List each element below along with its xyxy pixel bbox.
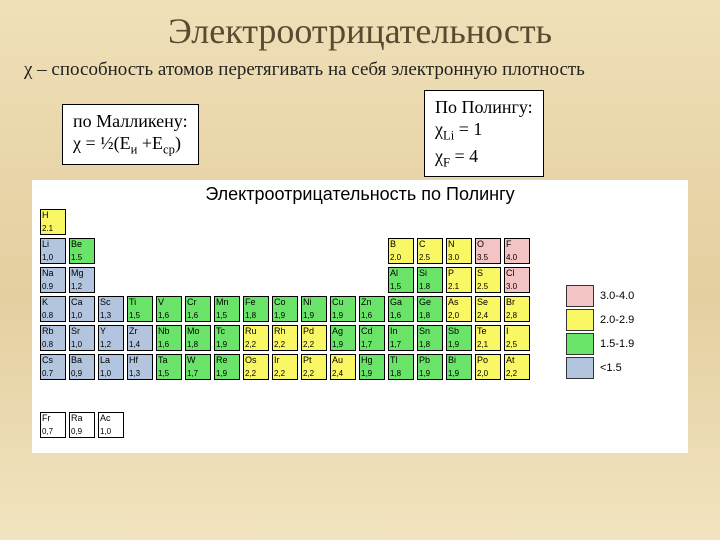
element-V: V1,6 (156, 296, 182, 322)
element-Be: Be1.5 (69, 238, 95, 264)
page-title: Электроотрицательность (24, 10, 696, 52)
element-Pt: Pt2,2 (301, 354, 327, 380)
element-Hf: Hf1,3 (127, 354, 153, 380)
element-Bi: Bi1,9 (446, 354, 472, 380)
element-Ge: Ge1,8 (417, 296, 443, 322)
element-Fe: Fe1,8 (243, 296, 269, 322)
chart-title: Электроотрицательность по Полингу (40, 184, 680, 205)
element-K: K0.8 (40, 296, 66, 322)
element-Ra: Ra0,9 (69, 412, 95, 438)
element-Li: Li1,0 (40, 238, 66, 264)
element-Hg: Hg1,9 (359, 354, 385, 380)
pauling-line3: χF = 4 (435, 145, 533, 171)
element-Y: Y1,2 (98, 325, 124, 351)
mulliken-box: по Малликену: χ = ½(Eи +Eср) (62, 104, 199, 165)
element-Pd: Pd2,2 (301, 325, 327, 351)
element-Zr: Zr1,4 (127, 325, 153, 351)
element-N: N3.0 (446, 238, 472, 264)
element-S: S2.5 (475, 267, 501, 293)
element-In: In1,7 (388, 325, 414, 351)
element-Ti: Ti1,5 (127, 296, 153, 322)
legend-row: 3.0-4.0 (566, 285, 666, 307)
element-Tc: Tc1,9 (214, 325, 240, 351)
legend-row: 1.5-1.9 (566, 333, 666, 355)
element-Ru: Ru2,2 (243, 325, 269, 351)
element-Ni: Ni1,9 (301, 296, 327, 322)
element-Sc: Sc1,3 (98, 296, 124, 322)
element-Al: Al1,5 (388, 267, 414, 293)
element-Si: Si1.8 (417, 267, 443, 293)
periodic-chart: Электроотрицательность по Полингу H2.1 Li… (32, 180, 688, 453)
element-Sn: Sn1,8 (417, 325, 443, 351)
element-C: C2.5 (417, 238, 443, 264)
pauling-line1: По Полингу: (435, 96, 533, 119)
mulliken-line2: χ = ½(Eи +Eср) (73, 132, 188, 158)
element-Mn: Mn1,5 (214, 296, 240, 322)
element-Fr: Fr0,7 (40, 412, 66, 438)
element-Ga: Ga1,6 (388, 296, 414, 322)
element-Ta: Ta1,5 (156, 354, 182, 380)
legend-row: <1.5 (566, 357, 666, 379)
element-H: H2.1 (40, 209, 66, 235)
element-Ac: Ac1,0 (98, 412, 124, 438)
element-Rh: Rh2,2 (272, 325, 298, 351)
element-La: La1,0 (98, 354, 124, 380)
legend: 3.0-4.02.0-2.91.5-1.9<1.5 (566, 283, 666, 381)
element-Na: Na0.9 (40, 267, 66, 293)
element-I: I2,5 (504, 325, 530, 351)
element-O: O3.5 (475, 238, 501, 264)
element-Tl: Tl1,8 (388, 354, 414, 380)
element-Pb: Pb1,9 (417, 354, 443, 380)
definition-text: χ – способность атомов перетягивать на с… (24, 58, 696, 82)
element-Cs: Cs0.7 (40, 354, 66, 380)
element-Sb: Sb1,9 (446, 325, 472, 351)
element-Co: Co1,9 (272, 296, 298, 322)
element-Mo: Mo1,8 (185, 325, 211, 351)
element-Re: Re1,9 (214, 354, 240, 380)
pauling-box: По Полингу: χLi = 1 χF = 4 (424, 90, 544, 177)
element-Te: Te2,1 (475, 325, 501, 351)
element-At: At2,2 (504, 354, 530, 380)
element-Rb: Rb0.8 (40, 325, 66, 351)
element-Cr: Cr1,6 (185, 296, 211, 322)
element-P: P2.1 (446, 267, 472, 293)
legend-row: 2.0-2.9 (566, 309, 666, 331)
element-Au: Au2,4 (330, 354, 356, 380)
mulliken-line1: по Малликену: (73, 110, 188, 133)
element-Po: Po2,0 (475, 354, 501, 380)
element-Cd: Cd1,7 (359, 325, 385, 351)
pauling-line2: χLi = 1 (435, 118, 533, 144)
element-Os: Os2,2 (243, 354, 269, 380)
element-Cl: Cl3.0 (504, 267, 530, 293)
element-Nb: Nb1,6 (156, 325, 182, 351)
element-Zn: Zn1,6 (359, 296, 385, 322)
element-Se: Se2,4 (475, 296, 501, 322)
element-Ir: Ir2,2 (272, 354, 298, 380)
element-Br: Br2,8 (504, 296, 530, 322)
element-B: B2.0 (388, 238, 414, 264)
element-Ca: Ca1,0 (69, 296, 95, 322)
element-Cu: Cu1,9 (330, 296, 356, 322)
element-F: F4.0 (504, 238, 530, 264)
element-Sr: Sr1,0 (69, 325, 95, 351)
element-grid: H2.1Li1,0Be1.5B2.0C2.5N3.0O3.5F4.0Na0.9M… (40, 209, 560, 445)
element-Mg: Mg1,2 (69, 267, 95, 293)
element-Ag: Ag1,9 (330, 325, 356, 351)
formula-boxes: по Малликену: χ = ½(Eи +Eср) По Полингу:… (24, 90, 696, 172)
element-W: W1,7 (185, 354, 211, 380)
element-As: As2,0 (446, 296, 472, 322)
element-Ba: Ba0,9 (69, 354, 95, 380)
